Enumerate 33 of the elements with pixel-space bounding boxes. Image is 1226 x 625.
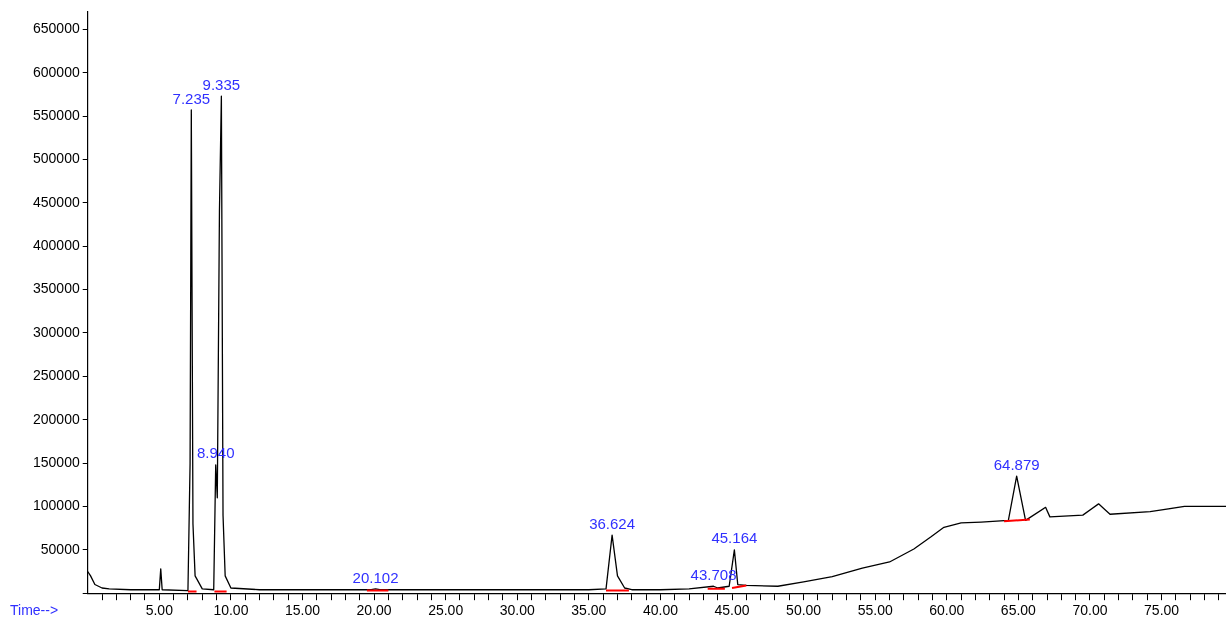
x-tick-label: 5.00 bbox=[145, 602, 174, 619]
y-tick-label: 400000 bbox=[33, 237, 80, 254]
x-tick-label: 55.00 bbox=[857, 602, 893, 619]
x-tick-label: 30.00 bbox=[499, 602, 535, 619]
x-tick-label: 60.00 bbox=[929, 602, 965, 619]
x-tick-label: 70.00 bbox=[1072, 602, 1108, 619]
y-tick-label: 200000 bbox=[33, 410, 80, 427]
y-tick-label: 500000 bbox=[33, 150, 80, 167]
y-tick-label: 450000 bbox=[33, 193, 80, 210]
x-tick-label: 10.00 bbox=[213, 602, 249, 619]
annotation: 20.102 bbox=[352, 568, 399, 586]
annotation: 64.879 bbox=[993, 455, 1040, 473]
annotation: 36.624 bbox=[589, 514, 636, 532]
y-tick-label: 650000 bbox=[33, 20, 80, 37]
y-tick-label: 250000 bbox=[33, 367, 80, 384]
y-tick-label: 350000 bbox=[33, 280, 80, 297]
x-tick-label: 25.00 bbox=[428, 602, 464, 619]
x-tick-label: 65.00 bbox=[1000, 602, 1037, 619]
x-tick-label: 20.00 bbox=[356, 602, 392, 619]
y-tick-label: 50000 bbox=[40, 540, 80, 557]
x-tick-label: 75.00 bbox=[1144, 602, 1180, 619]
x-tick-label: 50.00 bbox=[786, 602, 822, 619]
y-tick-label: 300000 bbox=[33, 323, 80, 340]
y-tick-label: 600000 bbox=[33, 63, 80, 80]
x-axis-title: Time--> bbox=[10, 602, 59, 619]
x-tick-label: 45.00 bbox=[714, 602, 750, 619]
y-tick-label: 100000 bbox=[33, 497, 80, 514]
x-tick-label: 40.00 bbox=[642, 602, 679, 619]
x-tick-label: 15.00 bbox=[284, 602, 321, 619]
annotation: 45.164 bbox=[711, 529, 758, 547]
x-tick-label: 35.00 bbox=[571, 602, 607, 619]
y-tick-label: 550000 bbox=[33, 106, 80, 123]
y-tick-label: 150000 bbox=[33, 453, 80, 470]
